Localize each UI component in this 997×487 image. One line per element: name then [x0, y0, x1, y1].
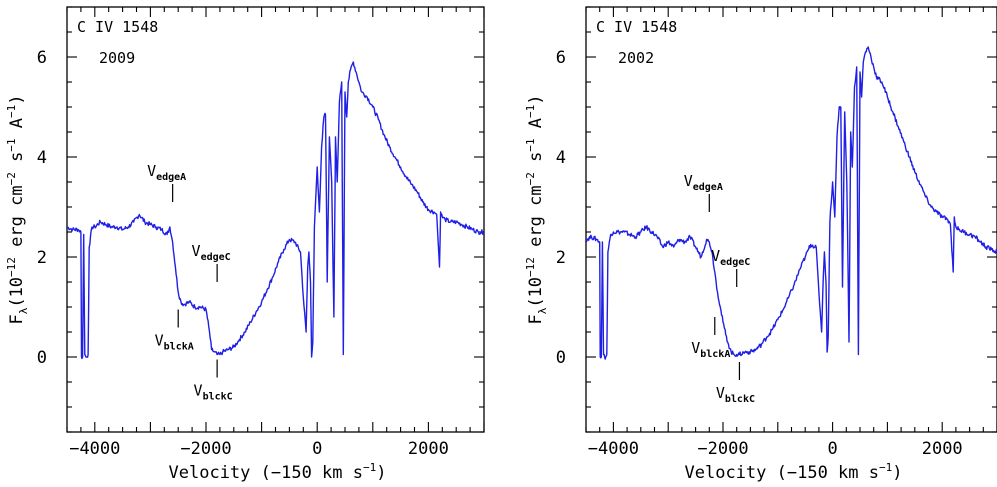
y-tick-label: 0 [37, 348, 47, 368]
y-axis-label: Fλ(10−12 erg cm−2 s−1 A−1) [5, 94, 30, 324]
velocity-marker-edgeA: VedgeA [684, 172, 723, 212]
y-tick-label: 2 [556, 248, 566, 268]
ion-label: C IV 1548 [77, 18, 158, 36]
velocity-marker-edgeC: VedgeC [711, 247, 750, 287]
marker-label: VedgeA [684, 172, 723, 193]
y-tick-label: 4 [37, 148, 47, 168]
y-tick-label: 2 [37, 248, 47, 268]
y-tick-label: 0 [556, 348, 566, 368]
velocity-marker-blckA: VblckA [691, 317, 730, 360]
marker-label: VblckA [691, 339, 730, 360]
x-axis-label: Velocity (−150 km s−1) [169, 461, 387, 483]
chart-panel-1: −4000 −2000 0 2000 0 2 4 6 Velocity (−150 km s−1… [5, 6, 485, 483]
velocity-marker-edgeA: VedgeA [147, 162, 186, 202]
y-tick-label: 4 [556, 148, 566, 168]
plot-frame [585, 6, 997, 433]
ion-label: C IV 1548 [596, 18, 677, 36]
x-axis-label: Velocity (−150 km s−1) [685, 461, 903, 483]
y-axis-label: Fλ(10−12 erg cm−2 s−1 A−1) [524, 94, 549, 324]
marker-label: VedgeC [192, 242, 231, 263]
x-tick-label: −4000 [588, 439, 639, 459]
spectrum-line [586, 46, 997, 360]
x-tick-label: 0 [827, 439, 837, 459]
x-tick-label: 2000 [922, 439, 963, 459]
x-tick-label: −4000 [69, 439, 120, 459]
marker-label: VblckC [716, 384, 755, 405]
year-label: 2002 [618, 49, 654, 67]
velocity-marker-edgeC: VedgeC [192, 242, 231, 282]
marker-label: VedgeC [711, 247, 750, 268]
velocity-marker-blckC: VblckC [716, 362, 755, 405]
velocity-marker-blckC: VblckC [194, 359, 233, 403]
velocity-marker-blckA: VblckA [155, 309, 194, 353]
y-tick-label: 6 [37, 48, 47, 68]
marker-label: VedgeA [147, 162, 186, 183]
x-tick-label: −2000 [180, 439, 231, 459]
year-label: 2009 [99, 49, 135, 67]
plot-frame [66, 6, 485, 433]
x-tick-label: −2000 [697, 439, 748, 459]
y-tick-label: 6 [556, 48, 566, 68]
marker-label: VblckA [155, 332, 194, 353]
chart-panel-2: −4000 −2000 0 2000 0 2 4 6 Velocity (−150 km s−1… [524, 6, 997, 483]
spectrum-line [67, 61, 484, 360]
marker-label: VblckC [194, 382, 233, 403]
x-tick-label: 0 [312, 439, 322, 459]
x-tick-label: 2000 [408, 439, 449, 459]
